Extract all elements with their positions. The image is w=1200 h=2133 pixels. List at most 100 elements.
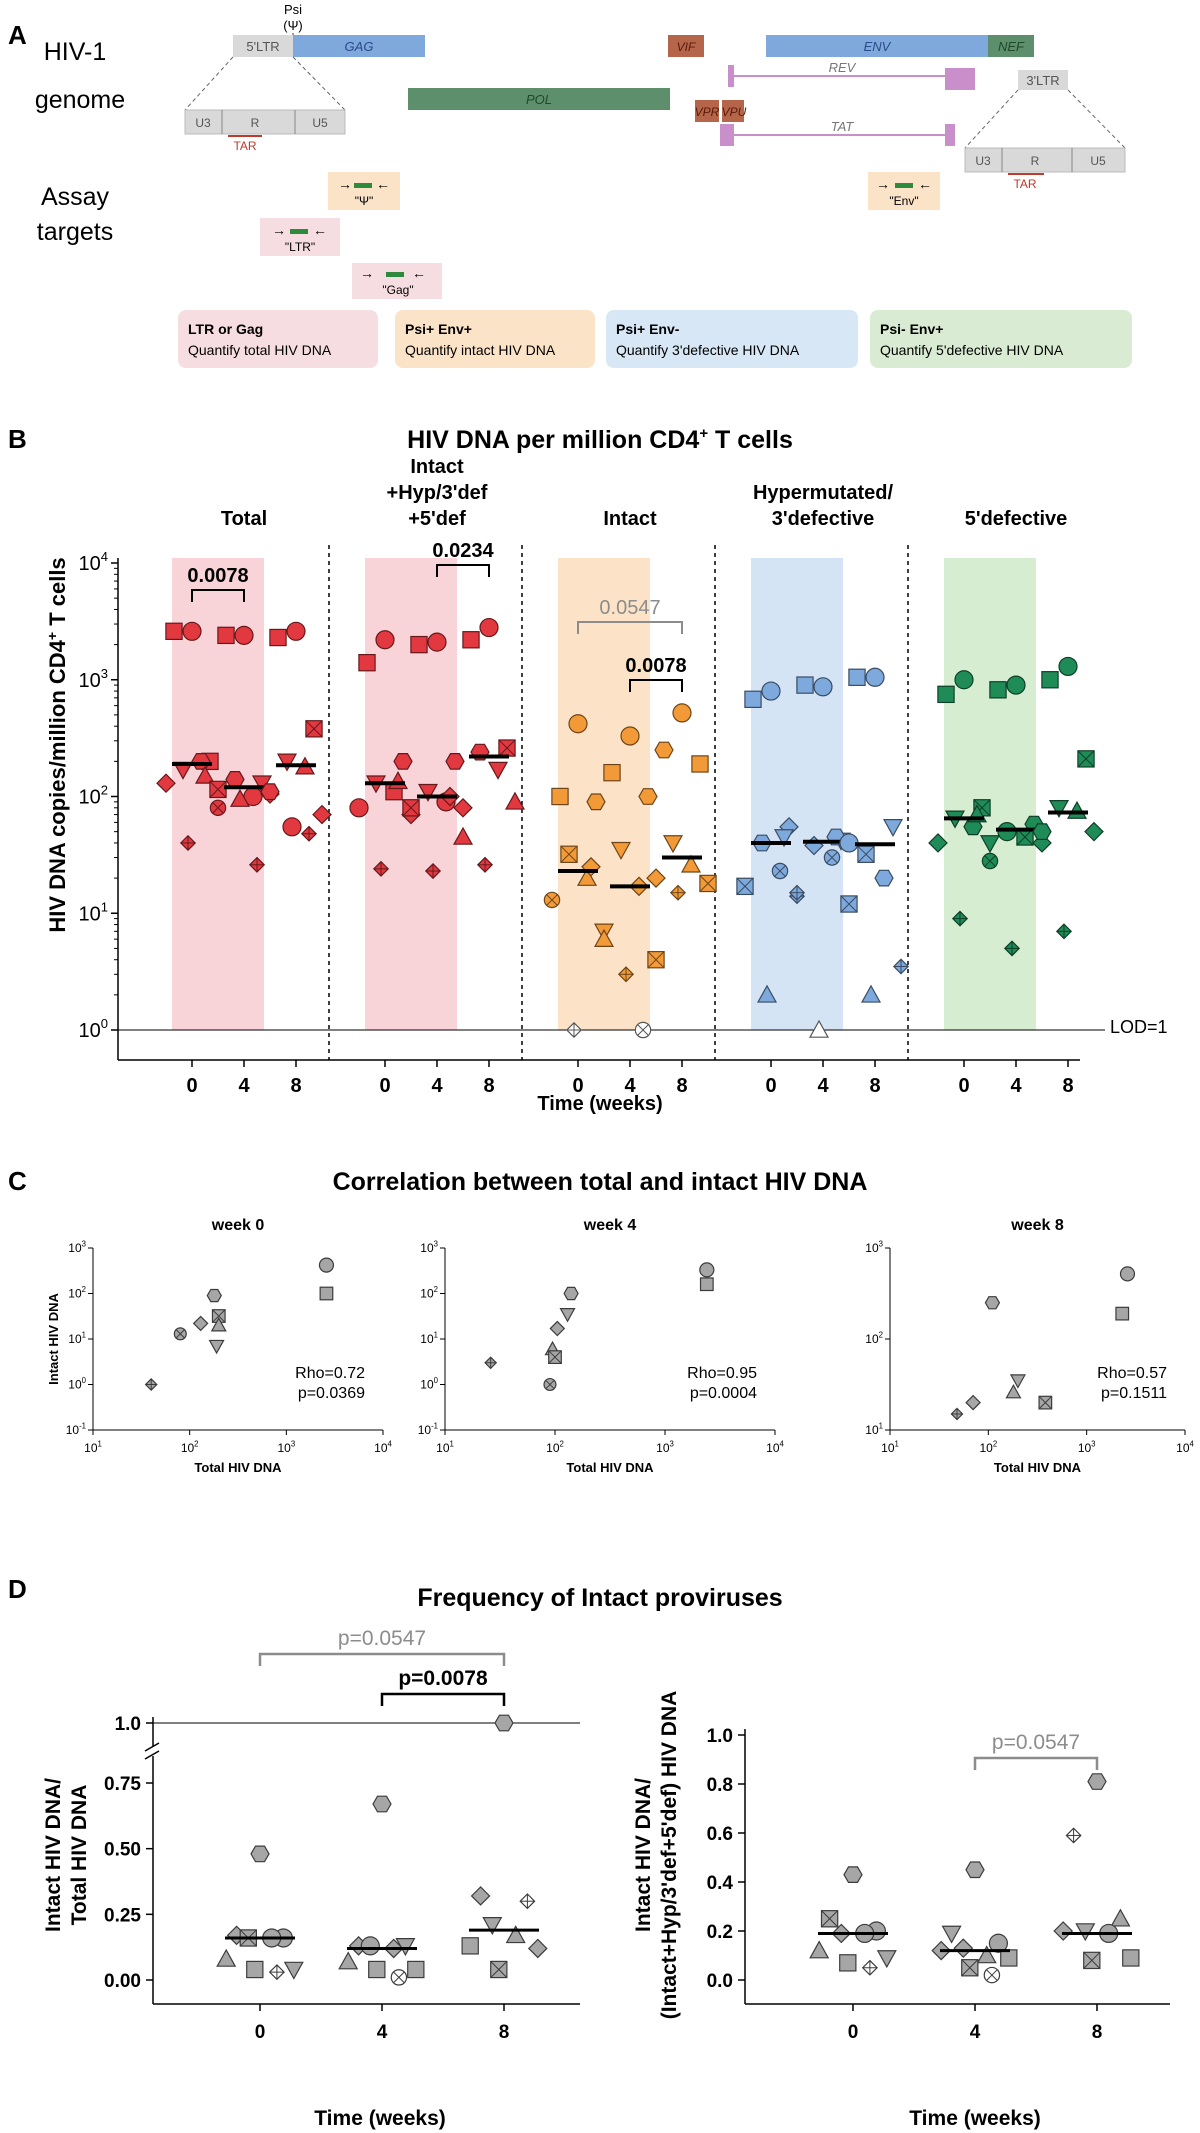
panel-c-point-hexagon — [563, 1286, 579, 1301]
panel-c: C Correlation between total and intact H… — [8, 1166, 1195, 1475]
panel-b-point-square — [165, 622, 183, 641]
panel-b-ylabel-sup: + — [44, 632, 60, 640]
gene-vpu-label: VPU — [722, 105, 747, 119]
panel-d-point-triangle-down — [876, 1950, 897, 1969]
panel-b-point-triangle-down — [610, 841, 632, 860]
panel-c-y-tick-label-exp: 2 — [879, 1331, 883, 1340]
panel-d-bracket — [973, 1756, 1099, 1770]
assay-env-label: "Env" — [889, 194, 918, 208]
panel-c-x-tick-label-exp: 2 — [194, 1440, 198, 1449]
panel-b-point-triangle — [229, 788, 251, 807]
panel-b-point-square — [1041, 671, 1059, 689]
panel-d-y-tick-label: 1.0 — [707, 1726, 733, 1747]
panel-b-ylabel-tail: T cells — [45, 557, 70, 632]
assay-env: → ← "Env" — [868, 172, 940, 210]
gene-tat-exon1 — [720, 124, 734, 146]
panel-b-point-square-x-b — [1077, 750, 1095, 768]
assay-env-probe — [895, 183, 913, 188]
panel-c-x-tick-label: 103 — [277, 1440, 295, 1455]
panel-d-right-xlabel: Time (weeks) — [909, 2107, 1041, 2130]
panel-c-y-tick-label: 101 — [420, 1331, 438, 1346]
assay-ltr-label: "LTR" — [285, 240, 315, 254]
panel-c-y-tick-label-base: 10 — [66, 1423, 80, 1437]
panel-c-y-tick-label-base: 10 — [865, 1332, 879, 1346]
panel-b-xlabel: Time (weeks) — [537, 1093, 662, 1115]
panel-c-point-triangle — [210, 1317, 227, 1332]
panel-b-point-circle-x-b — [826, 851, 838, 864]
panel-d-y-tick-label: 0.0 — [707, 1971, 733, 1992]
panel-b-x-tick-label: 8 — [869, 1075, 880, 1097]
panel-b-point-triangle — [452, 826, 474, 845]
legend-5def-box — [870, 310, 1132, 368]
panel-b-point-circle — [234, 625, 254, 645]
gene-ltr3 — [1018, 70, 1068, 90]
ltr3-u5: U5 — [1090, 154, 1106, 168]
panel-c-x-tick-label-base: 10 — [436, 1441, 450, 1455]
panel-d-point-circle — [988, 1933, 1009, 1953]
panel-c-x-tick-label: 104 — [374, 1440, 392, 1455]
panel-b-x-tick-label: 4 — [624, 1075, 636, 1097]
panel-b-point-circle-x-b — [637, 1024, 649, 1036]
panel-d-point-square — [1122, 1949, 1140, 1967]
panel-b-point-hexagon — [1032, 823, 1052, 841]
panel-c-x-tick-label: 101 — [436, 1440, 454, 1455]
panel-d-point-circle-x-b — [986, 1969, 998, 1981]
panel-c-x-tick-label-exp: 1 — [450, 1440, 454, 1449]
panel-c-point-diamond — [549, 1320, 566, 1337]
panel-b-point-circle — [620, 726, 640, 746]
panel-b-point-square — [462, 631, 480, 649]
panel-d-axis-break-2 — [144, 1750, 160, 1760]
panel-d-y-tick-label: 1.0 — [115, 1714, 141, 1735]
assay-psi-arrows-2: ← — [376, 176, 390, 192]
panel-b-point-triangle — [680, 854, 702, 873]
panel-c-subplot-title: week 4 — [583, 1217, 637, 1234]
panel-d-bracket — [258, 1652, 506, 1666]
panel-c-y-tick-label: 10-1 — [418, 1422, 438, 1437]
panel-c-y-tick-label-exp: 3 — [879, 1240, 883, 1249]
panel-b-point-square — [744, 690, 762, 709]
panel-c-rho: Rho=0.57 — [1097, 1365, 1167, 1382]
panel-c-p: p=0.0004 — [690, 1385, 757, 1402]
panel-c-ylabel: Intact HIV DNA — [46, 1293, 61, 1385]
panel-c-y-tick-label: 102 — [420, 1285, 438, 1300]
panel-d-x-tick-label: 4 — [970, 2022, 981, 2043]
panel-d-bracket — [380, 1692, 506, 1706]
panel-d-y-tick-label: 0.75 — [104, 1774, 141, 1795]
panel-b-point-hexagon — [654, 741, 674, 759]
legend-3def-text: Quantify 3'defective HIV DNA — [616, 342, 800, 358]
legend-intact-title: Psi+ Env+ — [405, 321, 472, 337]
panel-b-point-square — [796, 676, 814, 694]
panel-c-x-tick-label: 103 — [656, 1440, 674, 1455]
panel-d-right-plot: Intact HIV DNA/ (Intact+Hyp/3'def+5'def)… — [632, 1691, 1170, 2130]
panel-b-point-circle-x-b — [546, 894, 558, 906]
panel-c-y-tick-label-exp: 1 — [879, 1422, 883, 1431]
panel-d-point-triangle-down — [482, 1917, 503, 1936]
panel-c-y-tick-label-base: 10 — [68, 1332, 82, 1346]
panel-c-x-tick-label: 102 — [546, 1440, 564, 1455]
panel-b-pvalue: 0.0234 — [432, 540, 494, 562]
ltr3-u3: U3 — [975, 154, 991, 168]
panel-d-x-tick-label: 0 — [255, 2022, 266, 2043]
panel-c-y-tick-label-base: 10 — [420, 1378, 434, 1392]
panel-d-y-tick-label: 0.2 — [707, 1922, 733, 1943]
panel-c-point-hexagon — [984, 1296, 1001, 1310]
panel-b-point-circle — [1006, 675, 1026, 695]
panel-b-letter: B — [8, 424, 27, 454]
panel-d-point-square-x-b — [821, 1910, 839, 1928]
assay-gag-arrows: → — [360, 265, 374, 281]
panel-b-point-triangle-down — [882, 819, 904, 838]
panel-b-point-circle — [761, 681, 781, 701]
legend-intact-box — [395, 310, 595, 368]
panel-b-point-square — [691, 755, 709, 773]
panel-d-letter: D — [8, 1574, 27, 1604]
panel-d-right-ylabel-2: (Intact+Hyp/3'def+5'def) HIV DNA — [658, 1691, 681, 2020]
panel-c-y-tick-label-exp: 1 — [82, 1331, 86, 1340]
panel-c-point-square-x-b — [212, 1309, 226, 1323]
panel-c-xlabel: Total HIV DNA — [566, 1460, 654, 1475]
panel-d-point-square — [461, 1937, 479, 1955]
panel-b-band — [751, 558, 843, 1030]
panel-b-group-title: Intact — [603, 508, 657, 530]
panel-b-point-diamond — [156, 773, 176, 794]
panel-b-point-triangle-open — [808, 1019, 830, 1038]
